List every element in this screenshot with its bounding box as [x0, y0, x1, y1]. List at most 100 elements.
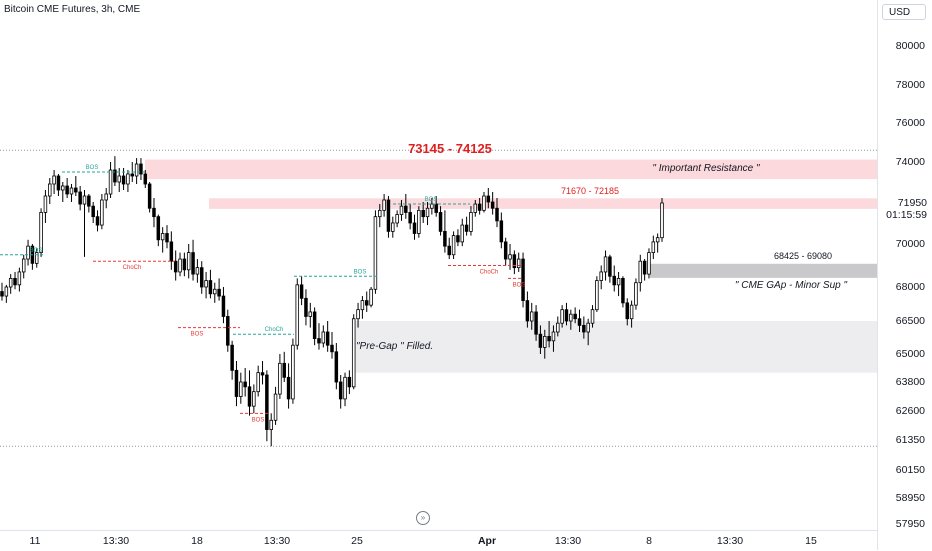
- candle-body: [382, 199, 386, 211]
- candle: [69, 184, 74, 202]
- candle-body: [347, 376, 352, 388]
- candle-body: [74, 187, 78, 193]
- candle-body: [469, 212, 473, 232]
- current-price-value: 71950: [897, 197, 927, 209]
- go-to-realtime-icon[interactable]: »: [416, 511, 430, 525]
- candle: [48, 178, 52, 205]
- candle: [608, 254, 612, 283]
- candle: [395, 210, 399, 228]
- price-tick: 80000: [895, 40, 925, 52]
- candle: [43, 190, 48, 223]
- candle: [152, 198, 156, 228]
- candle: [52, 170, 56, 194]
- price-tick: 63800: [895, 376, 925, 388]
- candle-body: [273, 393, 278, 421]
- price-axis[interactable]: USD 80000 78000 76000 74000 70000 68000 66500 6…: [877, 0, 932, 550]
- candle-body: [130, 173, 135, 177]
- pregap-zone: [352, 321, 877, 373]
- current-price-label: 71950 01:15:59: [878, 197, 932, 221]
- candle: [369, 287, 373, 308]
- candle-body: [126, 173, 130, 185]
- candle: [473, 200, 478, 217]
- candle-body: [65, 185, 69, 195]
- currency-button[interactable]: USD: [882, 4, 926, 20]
- candle-body: [499, 220, 504, 243]
- candle: [39, 208, 43, 257]
- candle-body: [456, 235, 460, 243]
- candle-body: [13, 277, 17, 286]
- candle-body: [512, 254, 517, 269]
- candle: [625, 298, 630, 326]
- candle-body: [8, 277, 13, 288]
- candle: [265, 370, 269, 442]
- candle-body: [143, 173, 148, 185]
- candle: [451, 231, 456, 260]
- candle-body: [21, 258, 26, 273]
- candle-body: [247, 386, 252, 407]
- candle-body: [356, 309, 360, 320]
- symbol-title: Bitcoin CME Futures, 3h, CME: [4, 4, 141, 15]
- candle: [4, 284, 9, 303]
- candle: [417, 206, 421, 238]
- candle: [529, 302, 534, 330]
- candle-body: [269, 419, 273, 430]
- candle-body: [486, 195, 491, 203]
- candle-body: [612, 275, 616, 286]
- candle-body: [113, 169, 117, 183]
- candle: [325, 321, 330, 352]
- candle-body: [412, 222, 417, 234]
- candle: [126, 170, 130, 192]
- candle-body: [43, 195, 48, 213]
- candle: [425, 202, 430, 226]
- candle-body: [61, 185, 65, 191]
- candle: [0, 282, 4, 301]
- candle: [252, 384, 256, 414]
- candle: [17, 267, 22, 292]
- time-tick: 13:30: [102, 535, 130, 547]
- candle: [343, 372, 347, 407]
- candle: [113, 156, 117, 186]
- candle-body: [582, 324, 586, 333]
- candle: [373, 210, 378, 294]
- candle-body: [369, 288, 373, 306]
- candle-body: [525, 300, 530, 322]
- candle-body: [239, 381, 243, 397]
- structure-label-0: BOS: [30, 248, 43, 254]
- candle-body: [634, 282, 638, 306]
- candle: [464, 216, 469, 236]
- candle-body: [351, 318, 356, 388]
- candle-body: [34, 252, 39, 264]
- candle: [490, 192, 495, 215]
- candle-body: [473, 203, 478, 213]
- candle-body: [625, 302, 630, 320]
- candle-body: [230, 344, 234, 371]
- candle: [512, 250, 517, 275]
- candle-body: [291, 344, 295, 400]
- candle: [404, 194, 408, 219]
- candle: [87, 194, 91, 213]
- candle: [178, 252, 182, 277]
- candle-body: [521, 258, 525, 301]
- time-axis[interactable]: 11 13:30 18 13:30 25 Apr 13:30 8 13:30 15: [0, 530, 877, 551]
- candle: [234, 361, 239, 407]
- candle: [551, 325, 556, 352]
- candle-body: [265, 374, 269, 430]
- candle-body: [395, 214, 399, 224]
- candle: [221, 287, 226, 324]
- candle-body: [160, 233, 165, 241]
- candle: [191, 239, 195, 281]
- resistance-zone: [145, 159, 877, 180]
- cme-gap-label: " CME GAp - Minor Sup ": [735, 280, 848, 291]
- candle: [13, 271, 17, 290]
- candle: [169, 231, 174, 270]
- candle: [364, 291, 369, 312]
- chart-canvas[interactable]: BOS BOS ChoCh BOS BOS ChoCh BOS BOS ChoCh BOS 731…: [0, 0, 877, 530]
- candle: [408, 204, 412, 230]
- candle: [434, 196, 438, 217]
- candle: [412, 214, 417, 240]
- candle-body: [538, 333, 543, 348]
- candle: [525, 291, 530, 328]
- candle-body: [547, 335, 551, 342]
- candle: [651, 235, 656, 260]
- candle: [569, 309, 573, 330]
